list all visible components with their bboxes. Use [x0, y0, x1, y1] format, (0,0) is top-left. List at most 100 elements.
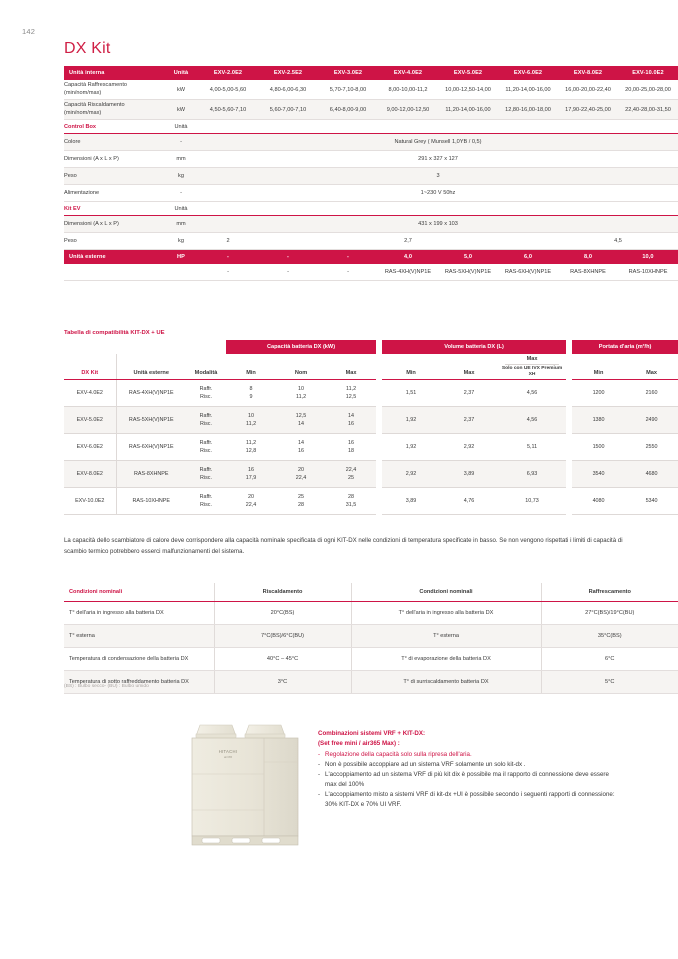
- kit-ev-label: Kit EV: [64, 201, 164, 216]
- conditions-table: Condizioni nominali Riscaldamento Condizio…: [64, 583, 678, 694]
- outdoor-model-cell: -: [258, 264, 318, 281]
- vrf-combinations-note: Combinazioni sistemi VRF + KIT-DX: (Set …: [318, 729, 618, 810]
- outdoor-hp-cell: -: [258, 249, 318, 264]
- spec-header-cell: EXV-2.0E2: [198, 66, 258, 80]
- conditions-cell: 35°C(BS): [540, 624, 678, 648]
- note-title-1: Combinazioni sistemi VRF + KIT-DX:: [318, 730, 426, 737]
- spec-value-cell: 9,00-12,00-12,50: [378, 99, 438, 120]
- compat-kit-cell: EXV-6.0E2: [64, 433, 116, 461]
- compat-max-cell: 14 16: [326, 406, 377, 434]
- spec-row-label: Colore: [64, 133, 164, 151]
- spec-value-cell: 4,50-5,60-7,10: [198, 99, 258, 120]
- kit-ev-subheader: Kit EV Unità: [64, 201, 678, 216]
- conditions-cell: T° esterna: [64, 624, 214, 648]
- spec-value-cell: 4,00-5,00-5,60: [198, 80, 258, 100]
- compat-col-header: Min: [382, 354, 441, 380]
- spec-row-label: Capacità Riscaldamento (min/nom/max): [64, 99, 164, 120]
- spec-value-cell: 11,20-14,00-16,00: [438, 99, 498, 120]
- compat-nom-cell: 14 16: [276, 433, 327, 461]
- compat-vol-max-cell: 3,89: [440, 460, 499, 488]
- compat-group-volume: Volume batteria DX (L): [382, 340, 567, 354]
- spec-value-cell: 3: [198, 167, 678, 185]
- spec-header-row: Unità interna Unità EXV-2.0E2 EXV-2.5E2 EXV-…: [64, 66, 678, 80]
- spec-value-cell: 1~230 V 50hz: [198, 184, 678, 202]
- compat-vol-max-ivx-cell: 6,93: [498, 460, 567, 488]
- outdoor-hp-cell: 10,0: [618, 249, 678, 264]
- conditions-cell: 7°C(BS)/6°C(BU): [213, 624, 351, 648]
- list-item: L'accoppiamento ad un sistema VRF di più…: [318, 770, 618, 790]
- spacer: [198, 119, 678, 134]
- warning-paragraph: La capacità dello scambiatore di calore …: [64, 537, 623, 555]
- spec-value-cell: 11,20-14,00-16,00: [498, 80, 558, 100]
- spec-unit-cell: kW: [164, 80, 198, 100]
- compat-vol-min-cell: 3,89: [382, 487, 441, 515]
- list-item: Regolazione della capacità solo sulla ri…: [318, 750, 618, 760]
- compat-vol-max-cell: 4,76: [440, 487, 499, 515]
- table-row: Capacità Riscaldamento (min/nom/max) kW 4,5…: [64, 99, 678, 120]
- compat-vol-min-cell: 1,51: [382, 379, 441, 407]
- compat-air-max-cell: 2160: [625, 379, 678, 407]
- spec-value-cell: Natural Grey ( Munsell 1,0YB / 0,5): [198, 133, 678, 151]
- spec-header-cell: Unità interna: [64, 66, 164, 80]
- compat-max-cell: 16 18: [326, 433, 377, 461]
- spec-unit-cell: mm: [164, 215, 198, 233]
- compat-air-min-cell: 3540: [572, 460, 626, 488]
- compat-air-min-cell: 1200: [572, 379, 626, 407]
- table-row: Peso kg 3: [64, 167, 678, 185]
- compat-col-header: Max: [326, 354, 377, 380]
- table-row: Colore - Natural Grey ( Munsell 1,0YB / 0,…: [64, 133, 678, 151]
- compat-vol-min-cell: 1,92: [382, 406, 441, 434]
- conditions-header-cell: Raffrescamento: [540, 583, 678, 602]
- spec-value-cell: 4,5: [558, 232, 678, 250]
- conditions-header-cell: Condizioni nominali: [350, 583, 541, 602]
- spec-row-label: Dimensioni (A x L x P): [64, 215, 164, 233]
- table-row: Peso kg 2 2,7 4,5: [64, 232, 678, 250]
- spec-value-cell: 16,00-20,00-22,40: [558, 80, 618, 100]
- outdoor-model-cell: -: [198, 264, 258, 281]
- spec-value-cell: 431 x 199 x 103: [198, 215, 678, 233]
- compat-col-header: Min: [572, 354, 626, 380]
- compat-air-max-cell: 5340: [625, 487, 678, 515]
- conditions-cell: 27°C(BS)/19°C(BU): [540, 601, 678, 625]
- outdoor-hp-cell: -: [198, 249, 258, 264]
- svg-text:HITACHI: HITACHI: [219, 749, 238, 754]
- spec-value-cell: 2,7: [258, 232, 558, 250]
- compat-col-header: Min: [226, 354, 277, 380]
- compat-vol-max-ivx-cell: 5,11: [498, 433, 567, 461]
- compat-col-header: DX Kit: [64, 354, 116, 380]
- compat-ue-cell: RAS-4XH(V)NP1E: [115, 379, 186, 407]
- list-item: L'accoppiamento misto a sistemi VRF di k…: [318, 790, 618, 810]
- table-row: Temperatura di sotto raffreddamento batt…: [64, 670, 678, 694]
- compat-col-header: Nom: [276, 354, 327, 380]
- compatibility-table: Tabella di compatibilità KIT-DX + UE Cap…: [64, 330, 678, 515]
- spec-header-cell: EXV-6.0E2: [498, 66, 558, 80]
- control-box-unit-label: Unità: [164, 119, 198, 134]
- compat-kit-cell: EXV-4.0E2: [64, 379, 116, 407]
- table-row: Dimensioni (A x L x P) mm 291 x 327 x 127: [64, 150, 678, 168]
- compat-col-header: Unità esterne: [115, 354, 186, 380]
- spacer: [64, 264, 164, 281]
- compat-vol-max-cell: 2,37: [440, 379, 499, 407]
- outdoor-model-cell: RAS-5XH(V)NP1E: [438, 264, 498, 281]
- compat-mode-cell: Raffr. Risc.: [186, 460, 227, 488]
- compat-kit-cell: EXV-5.0E2: [64, 406, 116, 434]
- compat-mode-cell: Raffr. Risc.: [186, 487, 227, 515]
- spec-row-label: Peso: [64, 232, 164, 250]
- compat-max-cell: 28 31,5: [326, 487, 377, 515]
- outdoor-label: Unità esterne: [64, 249, 164, 264]
- spec-header-cell: EXV-5.0E2: [438, 66, 498, 80]
- spec-value-cell: 12,80-16,00-18,00: [498, 99, 558, 120]
- conditions-cell: T° di surriscaldamento batteria DX: [350, 670, 541, 694]
- spec-unit-cell: kW: [164, 99, 198, 120]
- outdoor-hp-cell: 4,0: [378, 249, 438, 264]
- compat-ue-cell: RAS-10XHNPE: [115, 487, 186, 515]
- spec-header-cell: EXV-4.0E2: [378, 66, 438, 80]
- svg-text:air365: air365: [224, 755, 233, 759]
- spec-value-cell: 6,40-8,00-9,00: [318, 99, 378, 120]
- compat-col-header: Modalità: [186, 354, 227, 380]
- spec-value-cell: 20,00-25,00-28,00: [618, 80, 678, 100]
- outdoor-unit-photo: HITACHI air365: [188, 722, 306, 848]
- spec-header-cell: EXV-3.0E2: [318, 66, 378, 80]
- note-bullet-list: Regolazione della capacità solo sulla ri…: [318, 750, 618, 810]
